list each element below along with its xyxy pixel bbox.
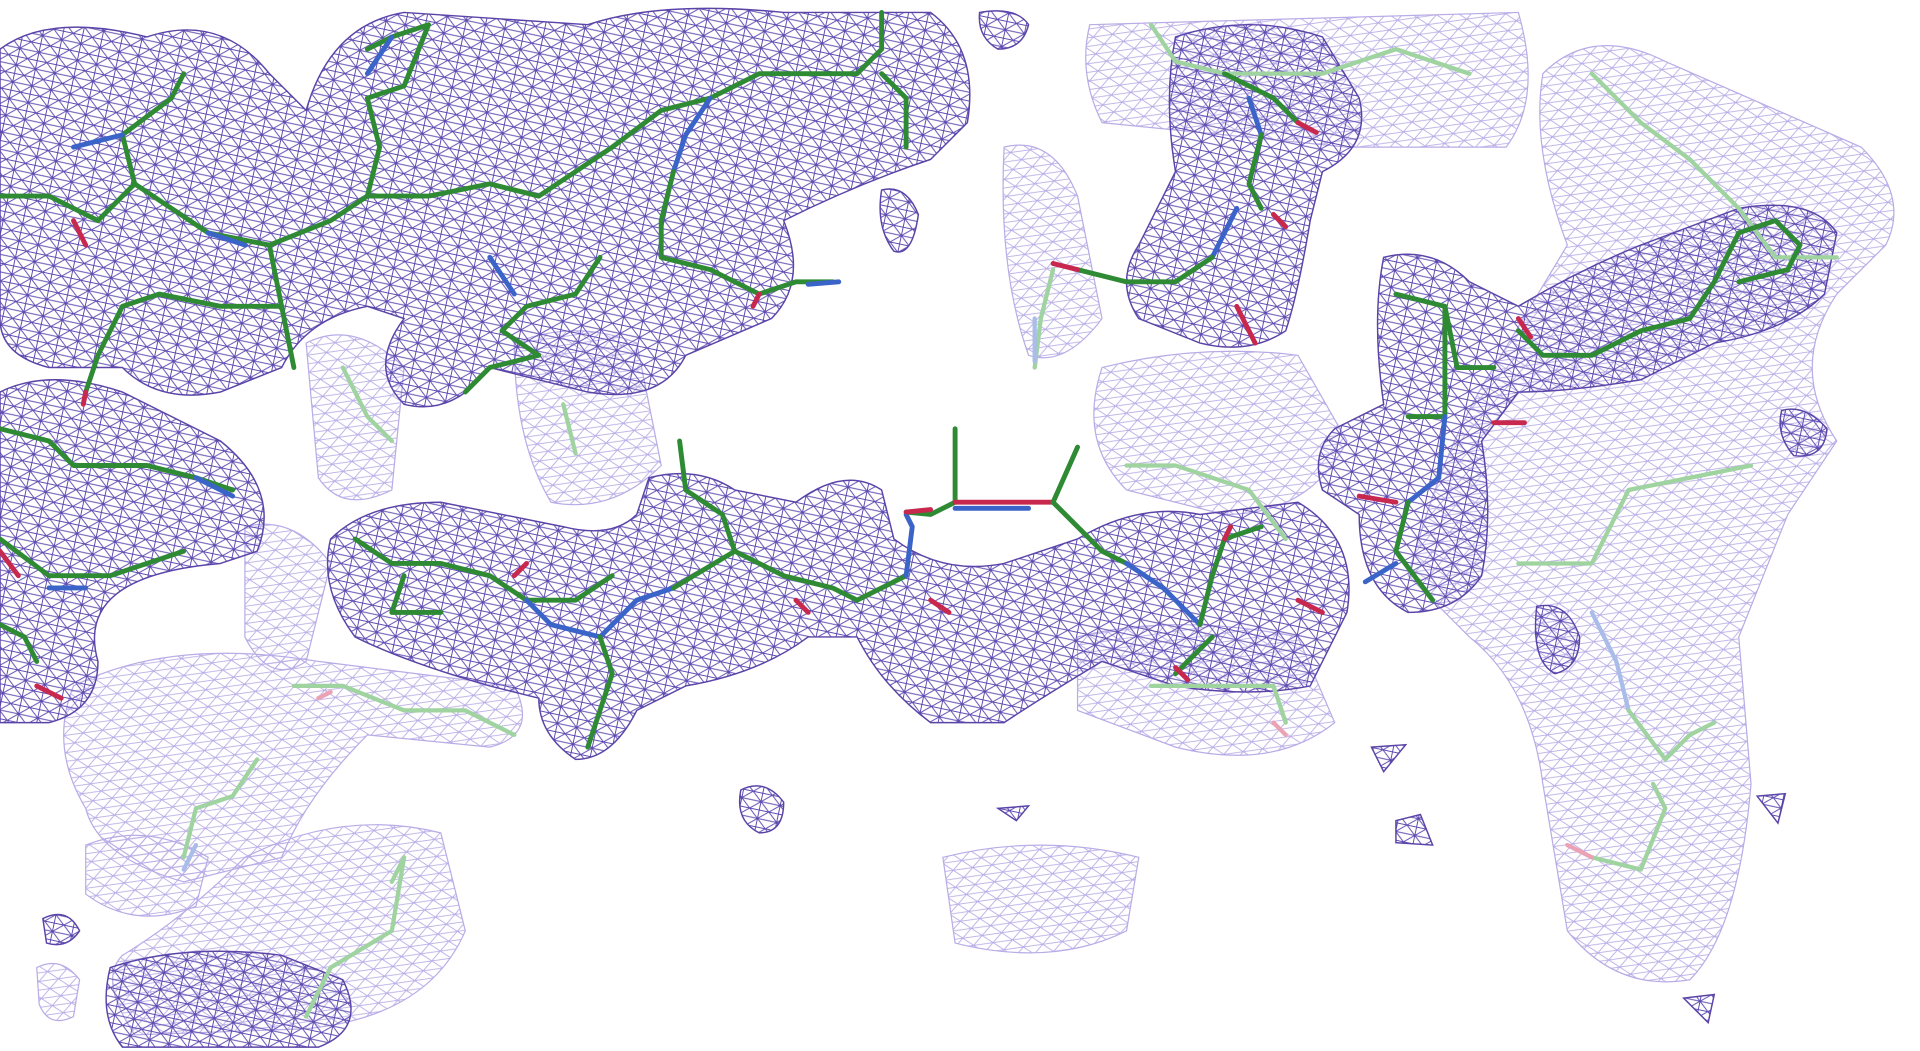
density-mesh xyxy=(37,963,80,1020)
density-mesh xyxy=(943,845,1139,953)
page: (() => { const data = JSON.parse(documen… xyxy=(0,0,1920,1051)
bond-stick xyxy=(83,392,85,404)
bond-stick xyxy=(808,282,839,284)
density-mesh xyxy=(86,835,208,916)
bond-stick xyxy=(906,510,930,512)
density-map-view xyxy=(0,0,1920,1051)
